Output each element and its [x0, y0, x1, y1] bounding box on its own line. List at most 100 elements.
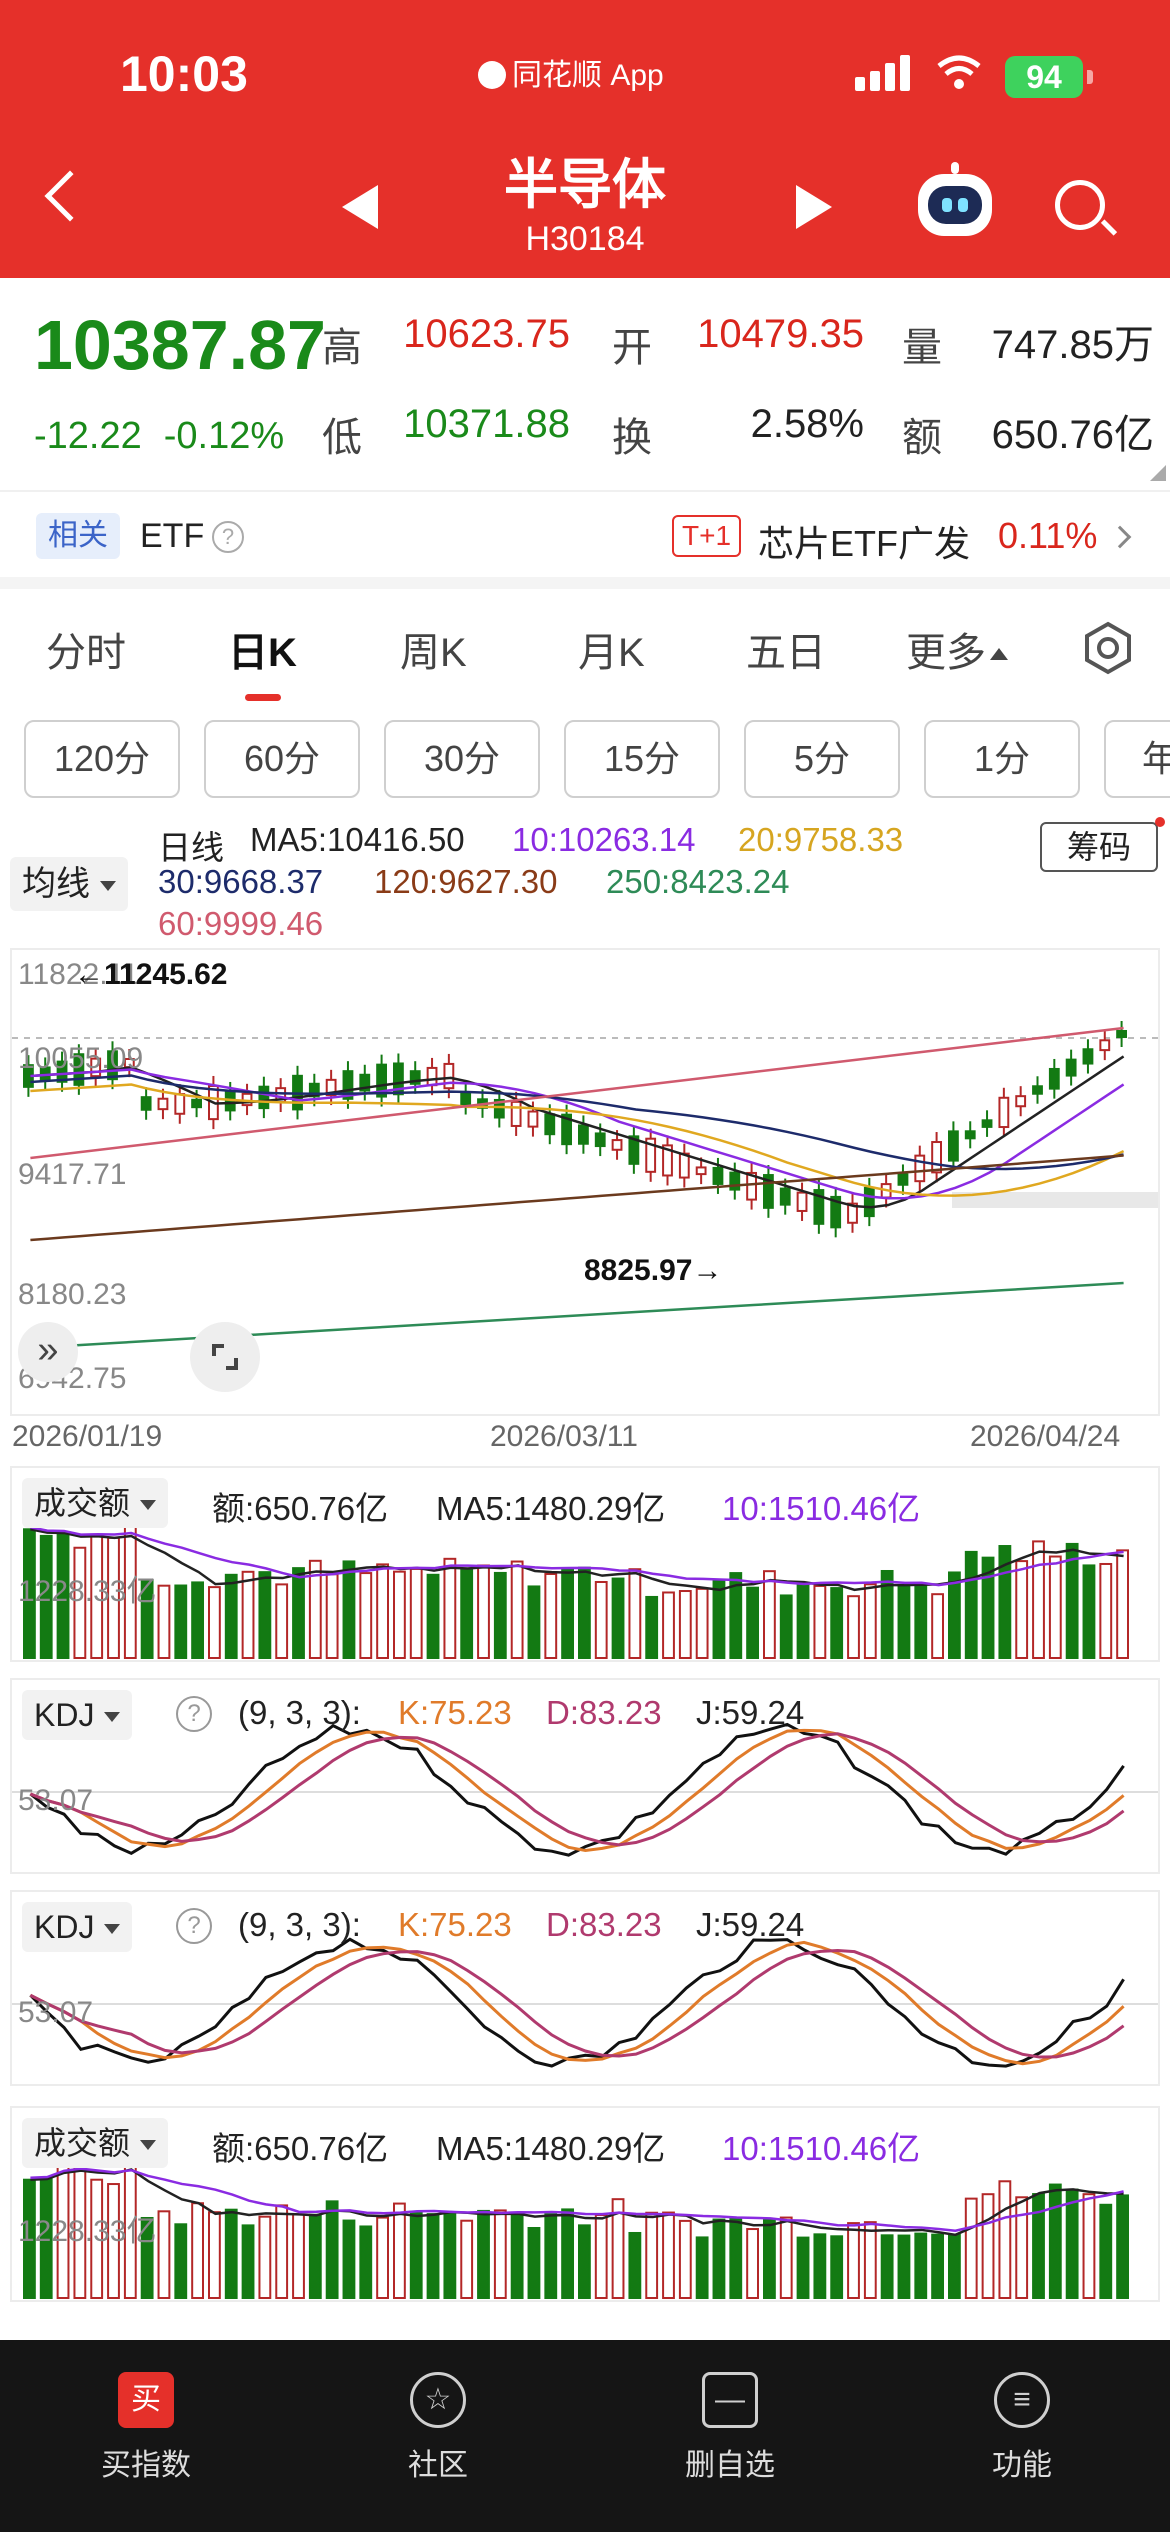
- remove-icon: —: [702, 2372, 758, 2428]
- amount-bar: [292, 2213, 305, 2299]
- period-5min[interactable]: 5分: [744, 720, 900, 798]
- amount-bar: [493, 2209, 507, 2299]
- y-axis-max: 11822.11: [18, 958, 139, 991]
- indicator-select[interactable]: KDJ: [22, 1902, 133, 1952]
- ai-robot-icon[interactable]: [918, 162, 992, 236]
- tab-five-day[interactable]: 五日: [746, 631, 826, 675]
- search-icon[interactable]: [1055, 180, 1105, 230]
- period-60min[interactable]: 60分: [204, 720, 360, 798]
- tab-more[interactable]: 更多: [906, 620, 1008, 678]
- candle: [1099, 1039, 1111, 1052]
- amount-bar: [107, 2183, 120, 2299]
- battery-tip: [1087, 70, 1093, 84]
- kdj-k-line: [29, 1940, 1125, 2066]
- candle: [561, 1113, 573, 1146]
- amount-bar: [964, 2197, 978, 2299]
- prev-stock-icon[interactable]: [342, 185, 378, 229]
- ma30-value: 30:9668.37: [158, 863, 324, 900]
- help-icon[interactable]: ?: [176, 1908, 212, 1944]
- active-tab-indicator: [245, 694, 281, 701]
- next-stock-icon[interactable]: [796, 185, 832, 229]
- amount-bar: [1065, 2188, 1079, 2299]
- period-1min[interactable]: 1分: [924, 720, 1080, 798]
- period-selector: 120分 60分 30分 15分 5分 1分 年: [0, 718, 1170, 802]
- chip-distribution-button[interactable]: 筹码: [1040, 822, 1158, 872]
- amount-bar: [510, 2212, 524, 2299]
- amount-bar: [241, 1570, 255, 1659]
- kdj-d: D:83.23: [546, 1694, 662, 1731]
- chart-tabs: 分时 日K 周K 月K 五日 更多: [0, 610, 1170, 706]
- help-icon[interactable]: ?: [212, 521, 244, 553]
- section-gap: [0, 577, 1170, 589]
- ma120-value: 120:9627.30: [374, 863, 558, 900]
- kdj-panel[interactable]: KDJ ? (9, 3, 3): K:75.23 D:83.23 J:59.24…: [10, 1890, 1160, 2086]
- kdj-panel[interactable]: KDJ ? (9, 3, 3): K:75.23 D:83.23 J:59.24…: [10, 1678, 1160, 1874]
- amount-ma10: 10:1510.46亿: [722, 2130, 921, 2167]
- period-30min[interactable]: 30分: [384, 720, 540, 798]
- turnover-label: 换: [612, 416, 652, 460]
- ma10-line: [30, 1068, 1125, 1200]
- amount-bar: [359, 2225, 373, 2299]
- candle: [746, 1171, 758, 1201]
- nav-remove-watchlist[interactable]: — 删自选: [630, 2360, 830, 2484]
- candle: [628, 1135, 640, 1165]
- ma-legend: 均线 日线 MA5:10416.50 10:10263.14 20:9758.3…: [0, 815, 1170, 945]
- settings-icon[interactable]: [1080, 620, 1136, 676]
- amount-panel[interactable]: 成交额 额:650.76亿 MA5:1480.29亿 10:1510.46亿 1…: [10, 1466, 1160, 1662]
- related-etf-row[interactable]: 相关 ETF ? T+1 芯片ETF广发 0.11%: [0, 495, 1170, 577]
- amount-bar: [1065, 1542, 1079, 1659]
- amount-panel[interactable]: 成交额 额:650.76亿 MA5:1480.29亿 10:1510.46亿 1…: [10, 2106, 1160, 2302]
- candle: [342, 1070, 354, 1100]
- expand-arrows-icon[interactable]: »: [18, 1322, 78, 1382]
- amount-bar: [140, 1578, 154, 1659]
- chevron-right-icon[interactable]: [1108, 525, 1132, 549]
- tab-monthly-k[interactable]: 月K: [578, 631, 645, 675]
- ma-select[interactable]: 均线: [10, 857, 128, 911]
- low-annotation: 8825.97→: [584, 1254, 723, 1287]
- amount-bar: [174, 1584, 188, 1659]
- help-icon[interactable]: ?: [176, 1696, 212, 1732]
- chevron-down-icon: [104, 1924, 121, 1934]
- amount-bar: [746, 1586, 760, 1659]
- nav-buy-index[interactable]: 买 买指数: [46, 2360, 246, 2484]
- amount-bar: [224, 1573, 238, 1659]
- candle: [107, 1050, 118, 1081]
- chevron-down-icon: [140, 2140, 157, 2150]
- candle: [527, 1110, 539, 1128]
- amount-bar: [897, 1584, 911, 1659]
- candle: [90, 1057, 102, 1078]
- tab-intraday[interactable]: 分时: [46, 631, 126, 675]
- amount-bar: [578, 1566, 591, 1659]
- amount-bar: [308, 2213, 322, 2299]
- amount-bar: [258, 1571, 272, 1659]
- amount-bar: [628, 2231, 642, 2299]
- tab-weekly-k[interactable]: 周K: [400, 631, 467, 675]
- candle: [460, 1091, 472, 1106]
- kline-chart[interactable]: 11822.11 10055.09 9417.71 8180.23 6942.7…: [10, 948, 1160, 1416]
- fullscreen-icon[interactable]: [190, 1322, 260, 1392]
- expand-corner-icon[interactable]: [1150, 465, 1166, 481]
- amount-bar: [948, 2233, 961, 2299]
- nav-functions[interactable]: ≡ 功能: [922, 2360, 1122, 2484]
- indicator-select[interactable]: 成交额: [22, 2118, 169, 2168]
- amount-bar: [409, 2210, 423, 2299]
- period-120min[interactable]: 120分: [24, 720, 180, 798]
- amount-bar: [39, 1534, 53, 1659]
- amount-bar: [763, 2219, 776, 2299]
- candle: [426, 1066, 438, 1087]
- app-logo-icon: [478, 61, 506, 89]
- period-15min[interactable]: 15分: [564, 720, 720, 798]
- nav-community[interactable]: ☆ 社区: [338, 2360, 538, 2484]
- tab-daily-k[interactable]: 日K: [228, 631, 297, 675]
- etf-name[interactable]: 芯片ETF广发: [758, 523, 970, 564]
- amount-bar: [695, 2236, 709, 2299]
- volume-value: 747.85万: [991, 323, 1154, 367]
- indicator-select[interactable]: 成交额: [22, 1478, 169, 1528]
- amount-bar: [376, 1563, 390, 1659]
- amount-bar: [897, 2234, 911, 2299]
- candle: [998, 1096, 1010, 1129]
- period-year[interactable]: 年: [1104, 720, 1170, 798]
- amount-bar: [594, 1580, 608, 1659]
- amount-bar: [611, 1577, 625, 1659]
- indicator-select[interactable]: KDJ: [22, 1690, 133, 1740]
